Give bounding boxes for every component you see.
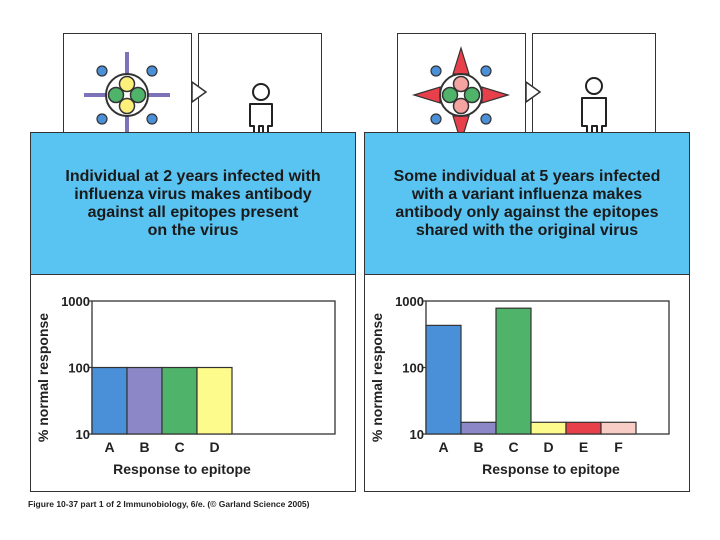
left-bar-B — [126, 366, 163, 435]
right-chart: 10 100 1000 % normal response A B C D E F Response… — [369, 294, 670, 477]
right-tick-label-10: 10 — [410, 427, 424, 442]
variant-virus-icon — [411, 45, 511, 145]
left-tick-label-100: 100 — [68, 361, 90, 376]
right-caption: Some individual at 5 years infected with… — [393, 167, 661, 239]
older-person-icon — [581, 77, 607, 143]
left-bar-C — [161, 366, 198, 435]
right-bar-A — [425, 324, 462, 435]
left-ylabel: % normal response — [35, 313, 51, 442]
right-bar-F — [600, 421, 637, 435]
right-category-label-F: F — [614, 439, 623, 455]
left-bar-A — [91, 366, 128, 435]
right-category-label-C: C — [508, 439, 518, 455]
right-xlabel: Response to epitope — [482, 461, 620, 477]
right-tick-label-100: 100 — [402, 361, 424, 376]
right-category-label-B: B — [473, 439, 483, 455]
right-arrow-icon — [525, 80, 542, 104]
left-category-label-C: C — [174, 439, 184, 455]
left-category-label-A: A — [104, 439, 114, 455]
left-category-label-B: B — [139, 439, 149, 455]
figure-footer: Figure 10-37 part 1 of 2 Immunobiology, … — [28, 499, 310, 509]
left-xlabel: Response to epitope — [113, 461, 251, 477]
right-category-label-A: A — [438, 439, 448, 455]
left-caption: Individual at 2 years infected with infl… — [65, 167, 321, 239]
left-category-label-D: D — [209, 439, 219, 455]
left-tick-label-10: 10 — [76, 427, 90, 442]
left-tick-label-1000: 1000 — [61, 294, 90, 309]
right-plot-frame — [425, 300, 670, 435]
original-virus-icon — [84, 52, 170, 138]
right-bar-B — [460, 421, 497, 435]
right-caption-band: Some individual at 5 years infected with… — [364, 132, 690, 275]
right-category-label-E: E — [579, 439, 588, 455]
right-category-label-D: D — [543, 439, 553, 455]
right-bar-D — [530, 421, 567, 435]
left-caption-band: Individual at 2 years infected with infl… — [30, 132, 356, 275]
left-arrow-icon — [191, 80, 208, 104]
right-bar-E — [565, 421, 602, 435]
right-ylabel: % normal response — [369, 313, 385, 442]
right-tick-label-1000: 1000 — [395, 294, 424, 309]
right-bar-C — [495, 307, 532, 435]
left-chart: 10 100 1000 % normal response A B C D Response t… — [35, 294, 336, 477]
child-person-icon — [249, 83, 273, 139]
left-bar-D — [196, 366, 233, 435]
